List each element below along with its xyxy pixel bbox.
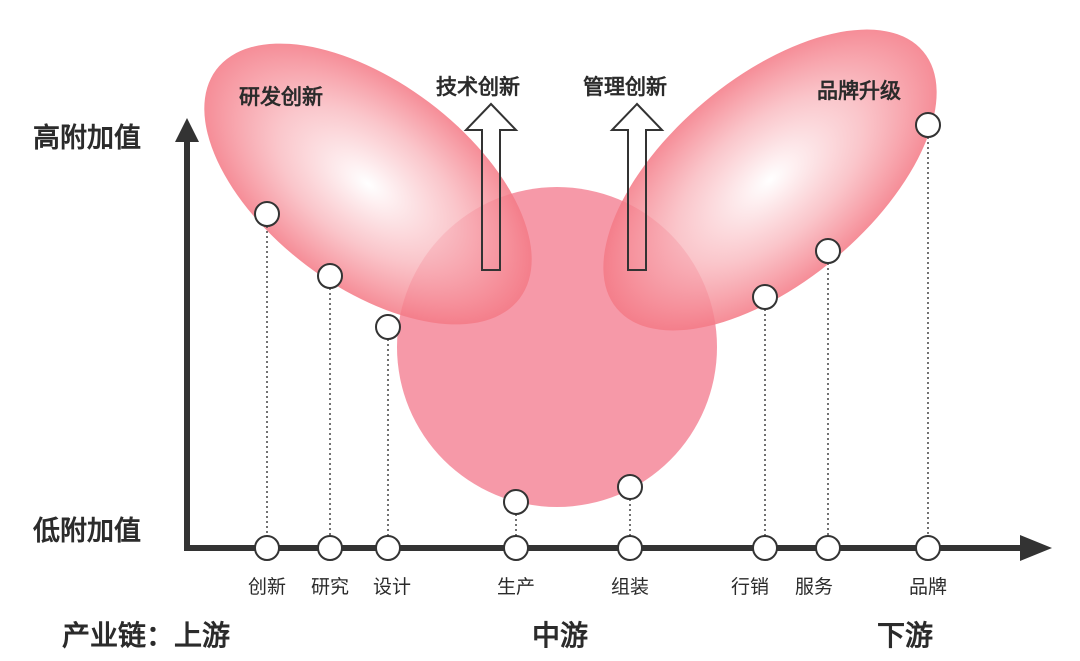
arrow-label-tech: 技术创新 bbox=[436, 75, 520, 99]
left-up-arrow bbox=[463, 102, 519, 271]
stage-label-downstream: 下游 bbox=[877, 619, 933, 652]
curve-marker-brand bbox=[915, 112, 941, 138]
curve-marker-service bbox=[815, 238, 841, 264]
y-axis-high-label: 高附加值 bbox=[33, 122, 141, 154]
point-label-marketing: 行销 bbox=[731, 576, 769, 598]
curve-marker-innovation bbox=[254, 201, 280, 227]
curve-marker-research bbox=[317, 263, 343, 289]
left-petal-ellipse bbox=[204, 43, 532, 325]
axis-marker-design bbox=[375, 535, 401, 561]
axis-marker-production bbox=[503, 535, 529, 561]
point-label-innovation: 创新 bbox=[248, 576, 286, 598]
arrow-label-management: 管理创新 bbox=[583, 75, 667, 99]
point-label-design: 设计 bbox=[373, 576, 411, 598]
point-label-brand: 品牌 bbox=[909, 576, 947, 598]
axis-marker-research bbox=[317, 535, 343, 561]
region-label-brand: 品牌升级 bbox=[817, 79, 901, 103]
curve-marker-marketing bbox=[752, 284, 778, 310]
connector-lines bbox=[266, 137, 929, 536]
stage-label-upstream: 产业链：上游 bbox=[62, 619, 230, 652]
right-up-arrow bbox=[609, 102, 665, 271]
y-axis-arrowhead bbox=[175, 118, 199, 142]
curve-marker-assembly bbox=[617, 474, 643, 500]
axis-marker-innovation bbox=[254, 535, 280, 561]
axis-marker-service bbox=[815, 535, 841, 561]
axis-marker-assembly bbox=[617, 535, 643, 561]
x-axis-arrowhead bbox=[1020, 535, 1052, 561]
axis-marker-marketing bbox=[752, 535, 778, 561]
curve-marker-production bbox=[503, 489, 529, 515]
point-label-assembly: 组装 bbox=[611, 576, 649, 598]
point-label-service: 服务 bbox=[795, 576, 833, 598]
point-label-production: 生产 bbox=[497, 576, 535, 598]
region-label-rd: 研发创新 bbox=[239, 85, 323, 109]
curve-marker-design bbox=[375, 314, 401, 340]
axis-marker-brand bbox=[915, 535, 941, 561]
y-axis-low-label: 低附加值 bbox=[32, 516, 141, 547]
right-petal-ellipse bbox=[603, 29, 937, 331]
point-label-research: 研究 bbox=[311, 576, 349, 598]
stage-label-midstream: 中游 bbox=[532, 619, 588, 652]
